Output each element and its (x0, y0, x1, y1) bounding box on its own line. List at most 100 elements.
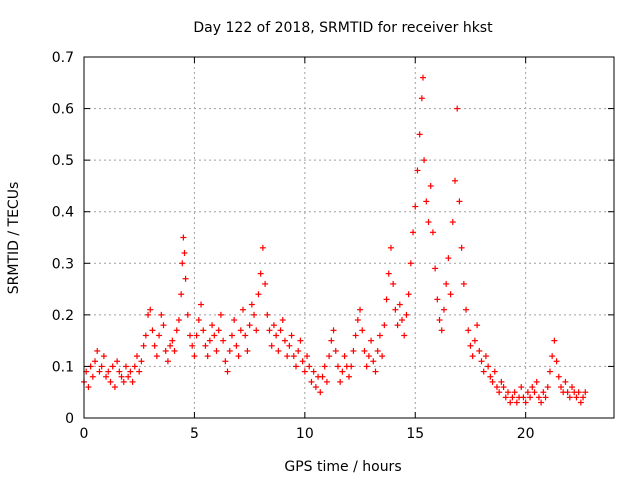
data-point (310, 368, 317, 375)
data-point (421, 157, 428, 164)
data-point (370, 358, 377, 365)
data-point (456, 198, 463, 205)
data-point (332, 347, 339, 354)
y-tick-label: 0.1 (52, 359, 74, 375)
data-point (323, 378, 330, 385)
data-point (299, 358, 306, 365)
data-point (255, 291, 262, 298)
data-point (513, 399, 520, 406)
data-point (434, 296, 441, 303)
data-point (564, 389, 571, 396)
data-point (240, 306, 246, 313)
data-point (425, 219, 432, 226)
data-point (92, 358, 99, 365)
data-point (200, 327, 207, 334)
data-point (507, 399, 514, 406)
data-point (487, 373, 494, 380)
data-point (493, 384, 500, 391)
data-point (403, 311, 410, 318)
x-tick-label: 0 (80, 426, 89, 442)
data-point (379, 353, 386, 360)
data-point (387, 244, 394, 251)
data-point (476, 347, 483, 354)
data-point (138, 358, 145, 365)
data-point (319, 373, 326, 380)
data-point (419, 74, 426, 81)
data-point (153, 353, 160, 360)
y-tick-label: 0.3 (52, 256, 74, 272)
data-point (286, 342, 293, 349)
data-point (184, 311, 191, 318)
y-tick-label: 0 (65, 411, 74, 427)
data-point (368, 337, 375, 344)
data-point (469, 353, 476, 360)
data-point (259, 244, 266, 251)
data-point (248, 301, 255, 308)
data-point (266, 327, 273, 334)
data-point (295, 347, 302, 354)
data-point (352, 332, 359, 339)
data-point (204, 353, 211, 360)
data-point (527, 394, 534, 401)
data-point (354, 317, 361, 324)
data-point (339, 368, 346, 375)
data-point (217, 311, 224, 318)
data-point (105, 368, 112, 375)
data-point (171, 347, 178, 354)
data-point (195, 317, 202, 324)
data-point (407, 260, 414, 267)
data-point (438, 327, 445, 334)
data-point (474, 322, 481, 329)
data-point (502, 394, 509, 401)
data-point (401, 332, 408, 339)
data-point (432, 265, 439, 272)
data-point (149, 327, 156, 334)
data-point (553, 358, 560, 365)
data-point (555, 373, 562, 380)
data-point (394, 322, 401, 329)
data-point (359, 327, 366, 334)
data-point (109, 363, 116, 370)
data-point (440, 306, 447, 313)
data-point (189, 342, 196, 349)
data-point (191, 353, 198, 360)
data-point (522, 399, 529, 406)
x-tick-label: 20 (517, 426, 535, 442)
y-tick-label: 0.7 (52, 50, 74, 66)
data-point (277, 327, 284, 334)
data-point (253, 327, 260, 334)
data-point (361, 347, 368, 354)
data-point (301, 368, 308, 375)
data-point (582, 389, 589, 396)
data-point (538, 399, 545, 406)
data-point (181, 249, 188, 256)
data-point (580, 394, 587, 401)
data-point (471, 337, 478, 344)
data-point (449, 219, 456, 226)
data-point (202, 342, 209, 349)
data-point (220, 337, 227, 344)
data-point (436, 317, 443, 324)
data-point (281, 337, 288, 344)
data-point (120, 378, 127, 385)
data-point (312, 384, 319, 391)
y-tick-label: 0.5 (52, 153, 74, 169)
data-point (465, 327, 472, 334)
data-point (244, 347, 251, 354)
data-point (151, 342, 158, 349)
data-point (346, 373, 352, 380)
data-point (111, 384, 118, 391)
data-point (178, 291, 185, 298)
data-point (231, 317, 238, 324)
data-point (573, 394, 580, 401)
data-point (509, 394, 516, 401)
data-point (100, 353, 107, 360)
data-points (81, 74, 589, 406)
data-point (463, 306, 470, 313)
data-point (544, 384, 551, 391)
data-point (118, 373, 125, 380)
data-point (293, 363, 299, 370)
data-point (262, 280, 269, 287)
data-point (326, 353, 333, 360)
